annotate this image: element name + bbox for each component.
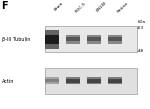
Bar <box>87 35 101 37</box>
Bar <box>45 82 59 84</box>
Bar <box>87 41 101 44</box>
Bar <box>45 44 59 49</box>
Text: β-III Tubulin: β-III Tubulin <box>2 37 30 42</box>
Text: 6N1W: 6N1W <box>95 1 107 13</box>
Bar <box>66 35 80 37</box>
Bar <box>66 77 80 84</box>
Bar <box>45 77 59 84</box>
Bar <box>66 41 80 44</box>
Bar <box>108 35 122 44</box>
Text: Retina: Retina <box>116 1 129 14</box>
Bar <box>108 77 122 79</box>
Bar <box>108 41 122 44</box>
Bar <box>87 83 101 84</box>
Text: F: F <box>2 1 8 11</box>
Bar <box>45 77 59 79</box>
Bar <box>87 35 101 44</box>
Text: RGC-5: RGC-5 <box>74 1 87 14</box>
Bar <box>66 83 80 84</box>
Text: Brain: Brain <box>53 1 64 12</box>
Text: -63: -63 <box>137 26 144 30</box>
Bar <box>108 77 122 84</box>
Bar <box>45 30 59 35</box>
Bar <box>66 35 80 44</box>
Bar <box>87 77 101 79</box>
Bar <box>108 83 122 84</box>
Text: -48: -48 <box>137 49 144 53</box>
Text: Actin: Actin <box>2 79 14 84</box>
Bar <box>45 30 59 49</box>
Bar <box>66 77 80 79</box>
Text: kDa: kDa <box>137 20 145 24</box>
Bar <box>87 77 101 84</box>
Bar <box>45 26 136 52</box>
Bar <box>45 68 136 94</box>
Bar <box>108 35 122 37</box>
